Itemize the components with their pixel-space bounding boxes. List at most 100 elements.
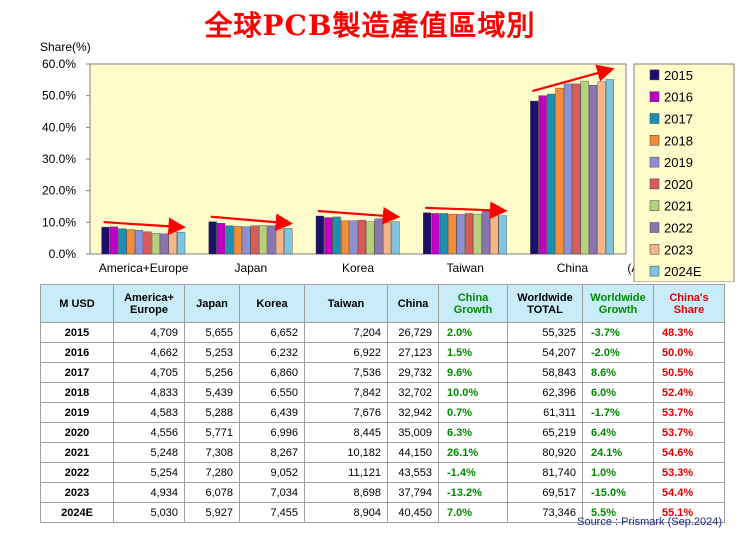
bar (168, 231, 177, 255)
bar (250, 225, 259, 255)
bar (481, 210, 491, 255)
bar (572, 83, 581, 255)
table-cell: 8,267 (239, 442, 305, 463)
table-cell: 2024E (40, 502, 114, 523)
table-row: 2018 4,833 5,439 6,550 7,842 32,702 10.0% 62,39… (40, 382, 725, 403)
bar (101, 226, 110, 255)
table-cell: 81,740 (507, 462, 583, 483)
table-cell: 44,150 (387, 442, 439, 463)
table-cell: 4,556 (113, 422, 185, 443)
bar (580, 80, 589, 255)
table-cell: 5,655 (184, 322, 240, 343)
table-cell: 10.0% (438, 382, 508, 403)
table-cell: 7,034 (239, 482, 305, 503)
table-cell: 6.3% (438, 422, 508, 443)
legend-label: 2015 (664, 68, 693, 83)
source-note: Source : Prismark (Sep.2024) (577, 516, 722, 528)
bar (589, 85, 598, 255)
table-cell: 5,253 (184, 342, 240, 363)
table-cell: 7,842 (304, 382, 388, 403)
bar (605, 79, 615, 255)
table-cell: 37,794 (387, 482, 439, 503)
bar (423, 212, 432, 255)
table-row: 2024E 5,030 5,927 7,455 8,904 40,450 7.0% 73,34… (40, 502, 725, 523)
y-tick-label: 30.0% (42, 152, 76, 166)
table-cell: 2017 (40, 362, 114, 383)
table-cell: 54.4% (653, 482, 725, 503)
table-cell: 2023 (40, 482, 114, 503)
bar (160, 233, 169, 255)
bar-chart: Share(%) 0.0% 10.0% 20.0% 30.0% 40.0% 50.0% 60.… (40, 40, 735, 282)
column-header: China's Share (653, 284, 725, 323)
bar (332, 216, 341, 255)
column-header: China (387, 284, 439, 323)
table-cell: 1.5% (438, 342, 508, 363)
bar (391, 221, 400, 255)
table-cell: 50.5% (653, 362, 725, 383)
table-cell: 6,996 (239, 422, 305, 443)
legend-label: 2017 (664, 112, 693, 127)
bar (555, 87, 564, 255)
table-cell: 6,860 (239, 362, 305, 383)
table-cell: 62,396 (507, 382, 583, 403)
table-cell: 2016 (40, 342, 114, 363)
table-cell: -15.0% (582, 482, 654, 503)
bar (538, 95, 547, 255)
table-cell: 9,052 (239, 462, 305, 483)
bar (134, 230, 144, 255)
bar (126, 229, 135, 255)
table-cell: 24.1% (582, 442, 654, 463)
bar (242, 226, 251, 255)
trend-arrow (317, 206, 401, 225)
table-cell: 29,732 (387, 362, 439, 383)
table-row: 2015 4,709 5,655 6,652 7,204 26,729 2.0% 55,325… (40, 322, 725, 343)
legend-label: 2023 (664, 242, 693, 257)
table-cell: 7,455 (239, 502, 305, 523)
table-cell: 4,833 (113, 382, 185, 403)
table-row: 2020 4,556 5,771 6,996 8,445 35,009 6.3% 65,219… (40, 422, 725, 443)
column-header: Taiwan (304, 284, 388, 323)
table-cell: 7.0% (438, 502, 508, 523)
bar (456, 214, 465, 255)
bar (597, 81, 606, 255)
legend-swatch (649, 222, 660, 233)
table-cell: 32,942 (387, 402, 439, 423)
table-cell: 53.3% (653, 462, 725, 483)
table-cell: 6,078 (184, 482, 240, 503)
table-cell: 61,311 (507, 402, 583, 423)
table-row: 2021 5,248 7,308 8,267 10,182 44,150 26.1% 80,9… (40, 442, 725, 463)
table-cell: 5,439 (184, 382, 240, 403)
bar (176, 231, 186, 255)
bar (208, 221, 217, 255)
table-cell: 4,662 (113, 342, 185, 363)
bar (547, 93, 556, 255)
table-cell: 53.7% (653, 422, 725, 443)
table-cell: 40,450 (387, 502, 439, 523)
y-tick-label: 10.0% (42, 215, 76, 229)
table-cell: 2019 (40, 402, 114, 423)
table-cell: 8.6% (582, 362, 654, 383)
table-cell: 6,232 (239, 342, 305, 363)
legend-swatch (649, 156, 660, 168)
bar (473, 213, 482, 255)
table-cell: -13.2% (438, 482, 508, 503)
legend-label: 2022 (664, 221, 693, 236)
table-cell: 10,182 (304, 442, 388, 463)
table-cell: 69,517 (507, 482, 583, 503)
table-cell: -1.7% (582, 402, 654, 423)
x-tick-label: China (557, 261, 589, 275)
column-header: America+ Europe (113, 284, 185, 323)
table-cell: 5,248 (113, 442, 185, 463)
bar (374, 218, 383, 255)
table-cell: 32,702 (387, 382, 439, 403)
bar (431, 213, 440, 255)
legend-swatch (649, 135, 660, 146)
data-table: M USD America+ Europe Japan Korea Taiwan Chin… (40, 284, 725, 523)
y-axis-title: Share(%) (40, 40, 91, 54)
legend-swatch (649, 265, 660, 277)
page-title: 全球PCB製造產值區域別 (204, 9, 536, 42)
trend-arrow (425, 201, 508, 219)
table-cell: 1.0% (582, 462, 654, 483)
table-row: 2022 5,254 7,280 9,052 11,121 43,553 -1.4% 81,7… (40, 462, 725, 483)
table-cell: 8,445 (304, 422, 388, 443)
